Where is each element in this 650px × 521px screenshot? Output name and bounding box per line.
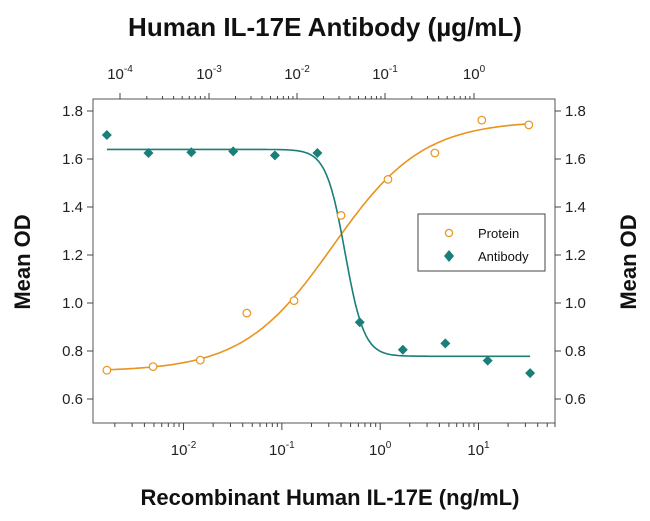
top-tick-label: 10-3 xyxy=(196,64,222,83)
antibody-point xyxy=(397,344,408,355)
antibody-point xyxy=(354,317,365,328)
protein-point xyxy=(430,148,440,158)
y-tick-label-left: 1.8 xyxy=(62,103,83,120)
y-tick-label-left: 1.2 xyxy=(62,247,83,264)
y-tick-label-right: 0.6 xyxy=(565,391,586,408)
protein-point xyxy=(336,210,346,220)
y-tick-label-right: 1.2 xyxy=(565,247,586,264)
y-axis-label-left: Mean OD xyxy=(10,214,35,309)
top-tick-label: 10-4 xyxy=(107,64,133,83)
y-tick-label-right: 1.8 xyxy=(565,103,586,120)
protein-point xyxy=(477,115,487,125)
y-tick-label-right: 0.8 xyxy=(565,343,586,360)
protein-point xyxy=(195,355,205,365)
y-tick-label-left: 1.6 xyxy=(62,151,83,168)
legend-box xyxy=(417,213,546,272)
antibody-point xyxy=(312,148,323,158)
y-tick-label-right: 1.0 xyxy=(565,295,586,312)
antibody-point xyxy=(525,368,536,379)
antibody-point xyxy=(186,147,197,158)
protein-point xyxy=(524,120,534,130)
antibody-point xyxy=(440,338,451,349)
y-tick-label-right: 1.4 xyxy=(565,199,586,216)
protein-point xyxy=(148,362,158,372)
x-tick-label: 100 xyxy=(369,440,392,459)
top-tick-label: 100 xyxy=(463,64,486,83)
antibody-point xyxy=(101,130,112,140)
protein-point xyxy=(289,296,299,306)
legend: Protein Antibody xyxy=(417,213,546,272)
y-tick-label-left: 0.8 xyxy=(62,343,83,360)
legend-antibody-marker xyxy=(444,250,454,262)
protein-point xyxy=(383,174,393,184)
protein-point xyxy=(102,365,112,375)
antibody-point xyxy=(482,355,493,366)
x-tick-label: 101 xyxy=(467,440,490,459)
legend-antibody-label: Antibody xyxy=(478,249,529,264)
axis-ticks: 0.6 0.6 0.8 0.8 1.0 1.0 1.2 1.2 1.4 1.4 1.6 1.6 1.8 1… xyxy=(62,64,586,459)
y-tick-label-right: 1.6 xyxy=(565,151,586,168)
antibody-point xyxy=(228,146,239,157)
y-tick-label-left: 1.0 xyxy=(62,295,83,312)
x-tick-label: 10-2 xyxy=(171,440,197,459)
top-axis-title: Human IL-17E Antibody (µg/mL) xyxy=(128,12,522,42)
fit-curves xyxy=(106,123,531,371)
y-tick-label-left: 0.6 xyxy=(62,391,83,408)
top-tick-label: 10-2 xyxy=(284,64,310,83)
legend-protein-label: Protein xyxy=(478,226,519,241)
protein-fit-curve xyxy=(106,123,529,371)
plot-frame xyxy=(92,98,556,424)
y-axis-label-right: Mean OD xyxy=(616,214,641,309)
antibody-point xyxy=(143,148,154,158)
antibody-point xyxy=(269,150,280,161)
x-tick-label: 10-1 xyxy=(269,440,295,459)
y-tick-label-left: 1.4 xyxy=(62,199,83,216)
data-points xyxy=(101,115,536,379)
protein-point xyxy=(242,308,252,318)
top-tick-label: 10-1 xyxy=(372,64,398,83)
x-axis-label: Recombinant Human IL-17E (ng/mL) xyxy=(141,485,520,510)
antibody-fit-curve xyxy=(106,148,531,358)
legend-protein-marker xyxy=(444,228,454,238)
